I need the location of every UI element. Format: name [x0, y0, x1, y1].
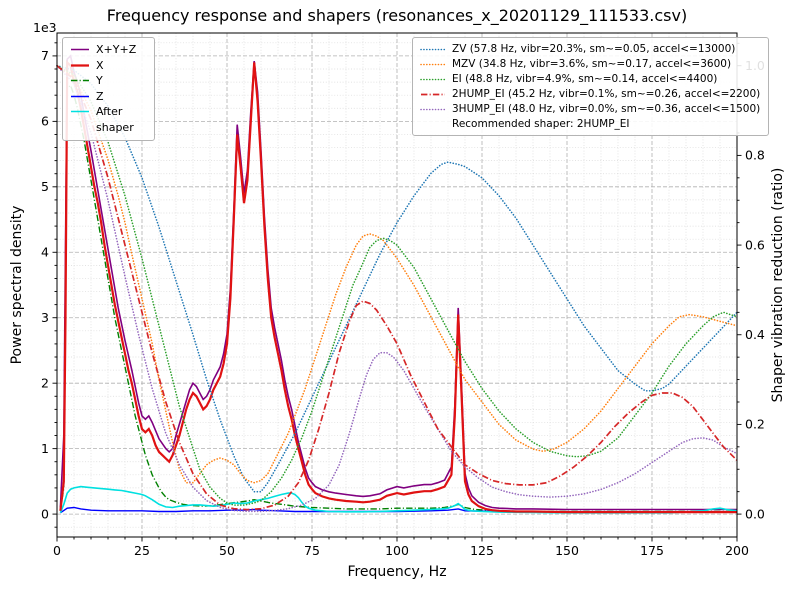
legend-line-sample: [420, 48, 446, 51]
legend-label: MZV (34.8 Hz, vibr=3.6%, sm~=0.17, accel…: [452, 57, 732, 70]
legend-line-sample: [71, 48, 89, 51]
legend-item-2HUMP_EI: 2HUMP_EI (45.2 Hz, vibr=0.1%, sm~=0.26, …: [420, 87, 760, 102]
legend-label: Y: [96, 74, 103, 88]
legend-item-X-Y-Z: X+Y+Z: [70, 42, 146, 58]
series-X: [59, 59, 737, 514]
legend-psd: X+Y+Z X Y Z After shaper: [62, 37, 155, 141]
legend-label: Z: [96, 89, 104, 103]
y-axis-label-left: Power spectral density: [9, 205, 25, 365]
series-Y: [59, 84, 737, 513]
x-tick-label: 50: [219, 543, 235, 558]
legend-recommended-shaper: Recommended shaper: 2HUMP_EI: [452, 117, 630, 130]
series-ZV: [56, 64, 738, 493]
y-right-tick-label: 0.8: [745, 148, 765, 163]
grid-minor: [57, 33, 737, 537]
legend-item-Z: Z: [70, 89, 146, 105]
x-tick-label: 125: [470, 543, 494, 558]
ticks: [52, 42, 742, 542]
y-right-tick-label: 0.6: [745, 237, 765, 252]
y-left-tick-label: 6: [41, 114, 49, 129]
legend-line-sample: [420, 63, 446, 66]
y-left-tick-label: 3: [41, 310, 49, 325]
legend-label: X: [96, 58, 104, 72]
x-axis-label: Frequency, Hz: [347, 564, 447, 580]
y-left-tick-label: 7: [41, 48, 49, 63]
y-left-tick-label: 1: [41, 441, 49, 456]
legend-label: X+Y+Z: [96, 43, 137, 56]
series: [56, 54, 738, 514]
y-right-tick-label: 0.0: [745, 506, 765, 521]
legend-item-After-shaper: After shaper: [70, 104, 146, 135]
legend-item-Y: Y: [70, 73, 146, 89]
y-left-tick-label: 0: [41, 506, 49, 521]
legend-item-ZV: ZV (57.8 Hz, vibr=20.3%, sm~=0.05, accel…: [420, 42, 760, 57]
legend-line-sample: [420, 78, 446, 81]
x-tick-label: 150: [555, 543, 579, 558]
legend-item-3HUMP_EI: 3HUMP_EI (48.0 Hz, vibr=0.0%, sm~=0.36, …: [420, 102, 760, 117]
y-right-tick-label: 0.4: [745, 327, 765, 342]
legend-item-X: X: [70, 58, 146, 74]
chart-title: Frequency response and shapers (resonanc…: [106, 6, 688, 25]
y-left-tick-label: 2: [41, 375, 49, 390]
x-tick-label: 200: [725, 543, 749, 558]
y-axis-label-right: Shaper vibration reduction (ratio): [770, 167, 786, 403]
legend-line-sample: [71, 111, 89, 113]
series-MZV: [56, 64, 738, 484]
x-tick-label: 0: [53, 543, 61, 558]
x-tick-label: 75: [304, 543, 320, 558]
legend-label: ZV (57.8 Hz, vibr=20.3%, sm~=0.05, accel…: [452, 43, 736, 55]
x-tick-label: 100: [385, 543, 409, 558]
legend-label: 2HUMP_EI (45.2 Hz, vibr=0.1%, sm~=0.26, …: [452, 87, 761, 100]
series-After-shaper: [59, 485, 738, 514]
y-left-tick-label: 5: [41, 179, 49, 194]
series-3HUMP_EI: [56, 64, 738, 513]
axis-multiplier-label: 1e3: [33, 20, 57, 35]
y-left-tick-label: 4: [41, 245, 49, 260]
legend-item-EI: EI (48.8 Hz, vibr=4.9%, sm~=0.14, accel<…: [420, 72, 760, 87]
legend-line-sample: [420, 108, 446, 110]
legend-line-sample: [71, 80, 89, 82]
legend-shapers: ZV (57.8 Hz, vibr=20.3%, sm~=0.05, accel…: [412, 37, 770, 137]
legend-label: 3HUMP_EI (48.0 Hz, vibr=0.0%, sm~=0.36, …: [452, 102, 761, 115]
legend-line-sample: [71, 95, 89, 98]
x-tick-label: 25: [134, 543, 150, 558]
x-tick-label: 175: [640, 543, 664, 558]
y-right-tick-label: 0.2: [745, 417, 765, 432]
legend-label: After shaper: [96, 105, 134, 135]
legend-label: EI (48.8 Hz, vibr=4.9%, sm~=0.14, accel<…: [452, 72, 718, 85]
series-EI: [56, 64, 738, 506]
legend-line-sample: [421, 93, 445, 96]
legend-line-sample: [71, 64, 89, 67]
legend-item-MZV: MZV (34.8 Hz, vibr=3.6%, sm~=0.17, accel…: [420, 57, 760, 72]
